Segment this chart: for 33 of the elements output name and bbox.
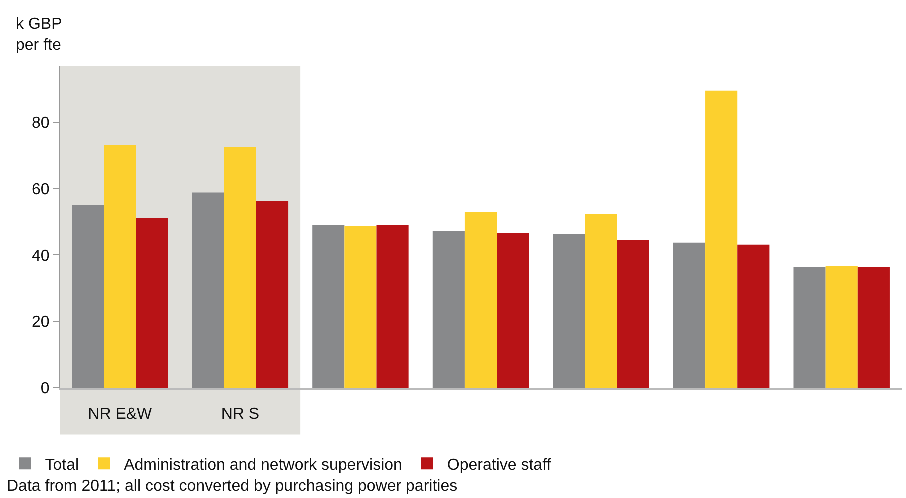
text: Data from 2011; all cost converted by purchasing power parities [7,478,458,495]
bar [136,218,168,388]
bar [497,232,530,388]
bar [104,145,136,388]
y-tick-label: 80 [32,115,50,132]
y-tick-label: 0 [40,380,50,398]
y-tick-label: 60 [32,181,50,198]
bar [553,234,586,388]
bar [256,201,289,388]
x-tick-label: NR S [221,406,260,424]
bar [585,214,618,388]
y-axis-title: k GBP per fte [16,16,62,54]
bar [72,205,104,388]
legend-label: Administration and network supervision [124,456,402,474]
y-tick-label: 20 [32,314,50,332]
bar [192,192,224,388]
bar [738,244,770,388]
y-tick-label: 40 [32,248,50,265]
bar [464,212,498,388]
bar [432,230,465,388]
bar [224,147,256,388]
bar [344,226,377,388]
bar [673,242,706,388]
bar [858,267,890,388]
legend-label: Total [45,456,80,474]
bar [826,266,858,388]
bar [312,225,345,388]
bar [794,267,826,388]
bar [376,225,409,388]
bar [706,90,738,388]
bar [617,240,650,388]
legend-label: Operative staff [447,456,552,474]
x-tick-label: NR E&W [88,406,154,424]
